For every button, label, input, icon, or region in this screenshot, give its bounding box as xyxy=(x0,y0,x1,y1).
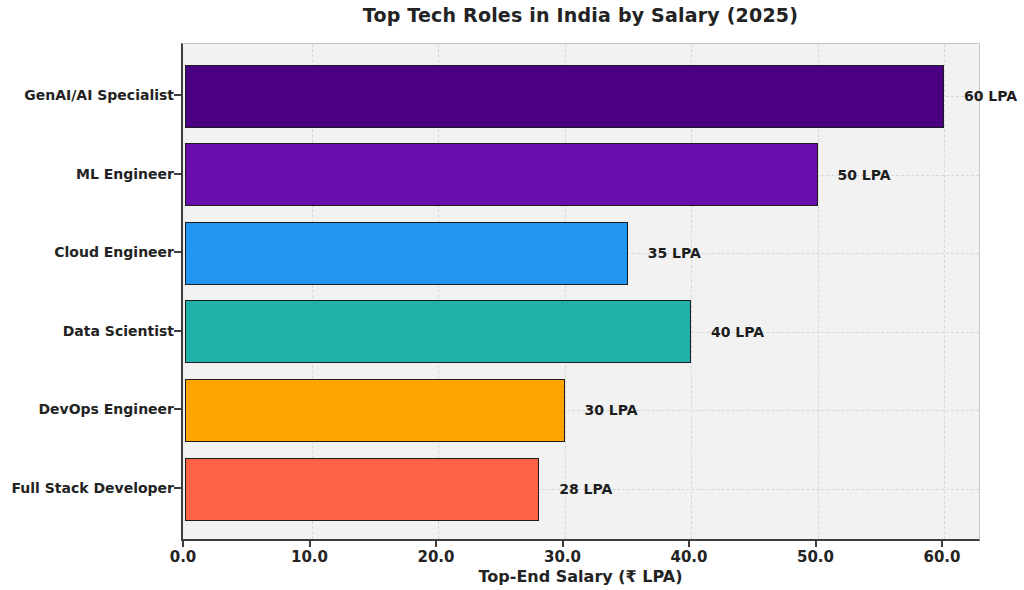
bar-genai-ai-specialist xyxy=(185,65,944,128)
bar-cloud-engineer xyxy=(185,222,628,285)
y-tick-mark xyxy=(174,173,181,175)
y-tick-mark xyxy=(174,487,181,489)
bar-devops-engineer xyxy=(185,379,565,442)
bar-full-stack-developer xyxy=(185,458,539,521)
bar-value-label-full-stack-developer: 28 LPA xyxy=(559,482,612,496)
y-tick-mark xyxy=(174,94,181,96)
x-tick-label-60.0: 60.0 xyxy=(912,549,972,565)
x-tick-mark xyxy=(941,541,943,547)
bar-value-label-devops-engineer: 30 LPA xyxy=(585,403,638,417)
plot-area: 60 LPA50 LPA35 LPA40 LPA30 LPA28 LPA xyxy=(181,43,980,541)
bar-data-scientist xyxy=(185,300,691,363)
bar-value-label-ml-engineer: 50 LPA xyxy=(838,168,891,182)
y-tick-label-data-scientist: Data Scientist xyxy=(63,324,174,338)
x-tick-mark xyxy=(182,541,184,547)
x-gridline xyxy=(944,44,945,539)
y-tick-label-genai-ai-specialist: GenAI/AI Specialist xyxy=(24,88,174,102)
x-tick-mark xyxy=(815,541,817,547)
y-tick-label-ml-engineer: ML Engineer xyxy=(76,167,174,181)
x-tick-mark xyxy=(562,541,564,547)
x-tick-mark xyxy=(688,541,690,547)
y-tick-label-cloud-engineer: Cloud Engineer xyxy=(54,245,174,259)
bar-chart-figure: Top Tech Roles in India by Salary (2025)… xyxy=(0,0,1024,590)
x-tick-label-10.0: 10.0 xyxy=(280,549,340,565)
x-tick-label-50.0: 50.0 xyxy=(786,549,846,565)
y-tick-label-devops-engineer: DevOps Engineer xyxy=(38,402,174,416)
bar-value-label-cloud-engineer: 35 LPA xyxy=(648,246,701,260)
x-axis-label: Top-End Salary (₹ LPA) xyxy=(181,567,980,586)
x-tick-label-30.0: 30.0 xyxy=(533,549,593,565)
x-tick-label-0.0: 0.0 xyxy=(153,549,213,565)
y-tick-mark xyxy=(174,251,181,253)
x-tick-label-40.0: 40.0 xyxy=(659,549,719,565)
y-tick-mark xyxy=(174,408,181,410)
bar-ml-engineer xyxy=(185,143,818,206)
chart-title: Top Tech Roles in India by Salary (2025) xyxy=(181,4,980,26)
y-tick-label-full-stack-developer: Full Stack Developer xyxy=(11,481,174,495)
bar-value-label-data-scientist: 40 LPA xyxy=(711,325,764,339)
x-tick-mark xyxy=(435,541,437,547)
x-tick-mark xyxy=(309,541,311,547)
x-tick-label-20.0: 20.0 xyxy=(406,549,466,565)
bar-value-label-genai-ai-specialist: 60 LPA xyxy=(964,89,1017,103)
y-tick-mark xyxy=(174,330,181,332)
